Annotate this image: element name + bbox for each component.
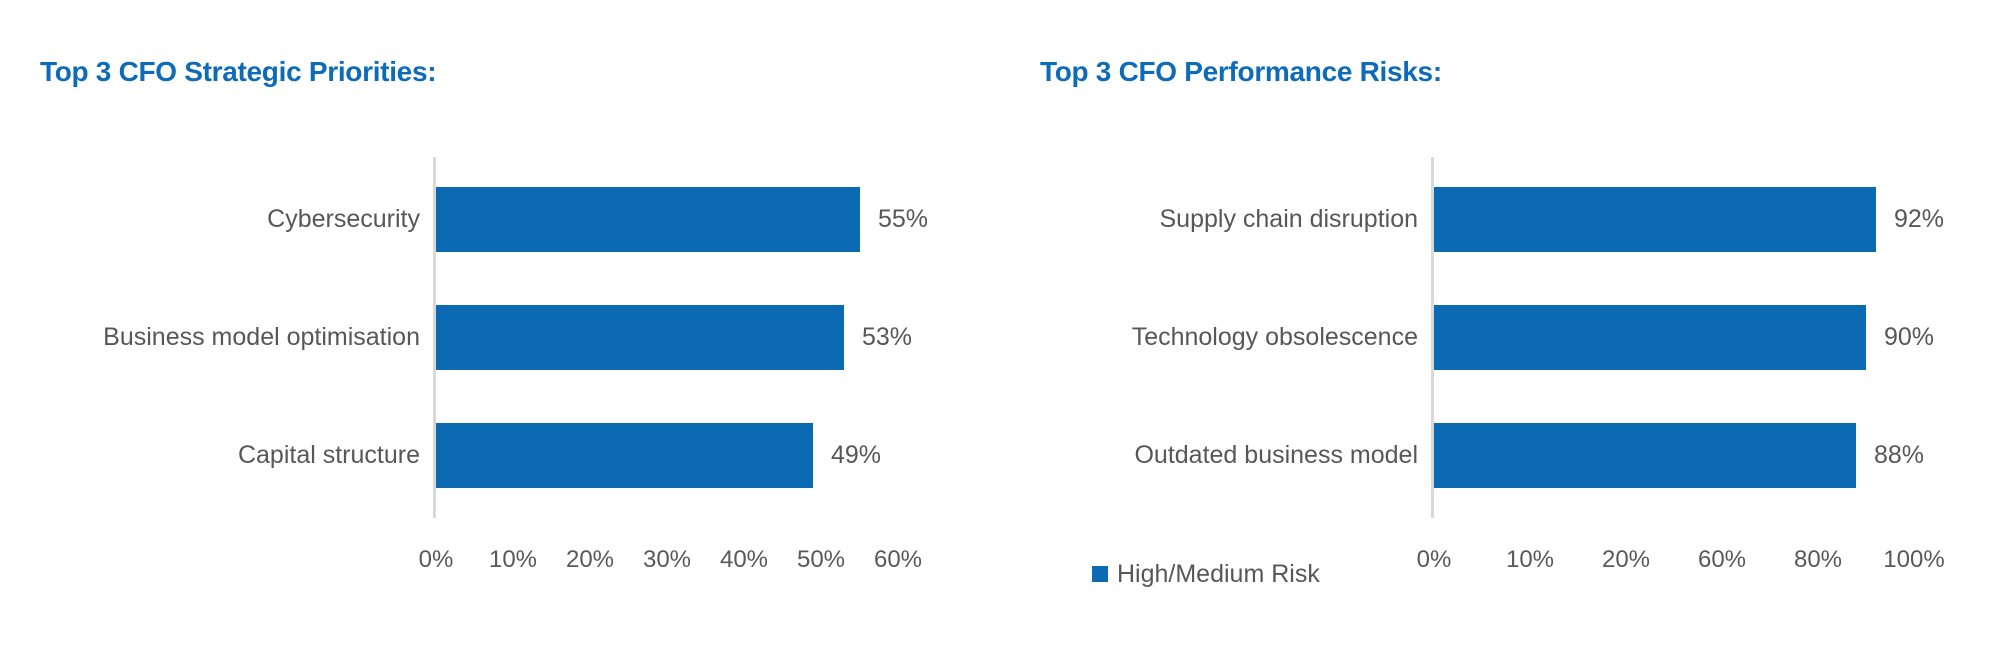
- x-tick-label: 0%: [1416, 546, 1452, 573]
- bar-value-label: 55%: [878, 205, 929, 233]
- bar-row: 55%: [436, 187, 928, 252]
- bar-value-label: 49%: [831, 441, 882, 469]
- chart-title-strategic-priorities: Top 3 CFO Strategic Priorities:: [40, 56, 437, 87]
- bar-value-label: 88%: [1874, 441, 1925, 469]
- category-label-business-model-optimisation: Business model optimisation: [103, 323, 420, 351]
- bar-row: 92%: [1434, 187, 1944, 252]
- legend-label: High/Medium Risk: [1117, 559, 1320, 588]
- category-label-outdated-business-model: Outdated business model: [1134, 441, 1418, 469]
- legend-swatch-high-medium-risk: [1092, 566, 1108, 582]
- bar-value-label: 53%: [862, 323, 913, 351]
- bar-row: 53%: [436, 305, 912, 370]
- y-axis-line: [1431, 157, 1434, 518]
- x-tick-label: 40%: [719, 546, 769, 573]
- x-tick-label: 20%: [565, 546, 615, 573]
- bar-row: 49%: [436, 423, 881, 488]
- bar-technology-obsolescence: [1434, 305, 1866, 370]
- legend: High/Medium Risk: [1092, 556, 1320, 592]
- bar-outdated-business-model: [1434, 423, 1856, 488]
- x-tick-label: 10%: [1505, 546, 1555, 573]
- chart-title-performance-risks: Top 3 CFO Performance Risks:: [1040, 56, 1442, 87]
- x-tick-label: 60%: [873, 546, 923, 573]
- category-label-technology-obsolescence: Technology obsolescence: [1131, 323, 1418, 351]
- x-tick-label: 10%: [488, 546, 538, 573]
- bar-cybersecurity: [436, 187, 860, 252]
- bar-row: 88%: [1434, 423, 1924, 488]
- category-label-cybersecurity: Cybersecurity: [267, 205, 420, 233]
- x-tick-label: 60%: [1697, 546, 1747, 573]
- x-tick-label: 50%: [796, 546, 846, 573]
- bar-value-label: 92%: [1894, 205, 1945, 233]
- y-axis-line: [433, 157, 436, 518]
- bar-value-label: 90%: [1884, 323, 1935, 351]
- bar-supply-chain-disruption: [1434, 187, 1876, 252]
- bar-business-model-optimisation: [436, 305, 844, 370]
- category-label-capital-structure: Capital structure: [237, 441, 420, 469]
- x-tick-label: 80%: [1793, 546, 1843, 573]
- x-tick-label: 30%: [642, 546, 692, 573]
- x-tick-label: 0%: [418, 546, 454, 573]
- x-tick-label: 100%: [1883, 546, 1945, 573]
- bar-row: 90%: [1434, 305, 1934, 370]
- bar-capital-structure: [436, 423, 813, 488]
- x-tick-label: 20%: [1601, 546, 1651, 573]
- category-label-supply-chain-disruption: Supply chain disruption: [1159, 205, 1419, 233]
